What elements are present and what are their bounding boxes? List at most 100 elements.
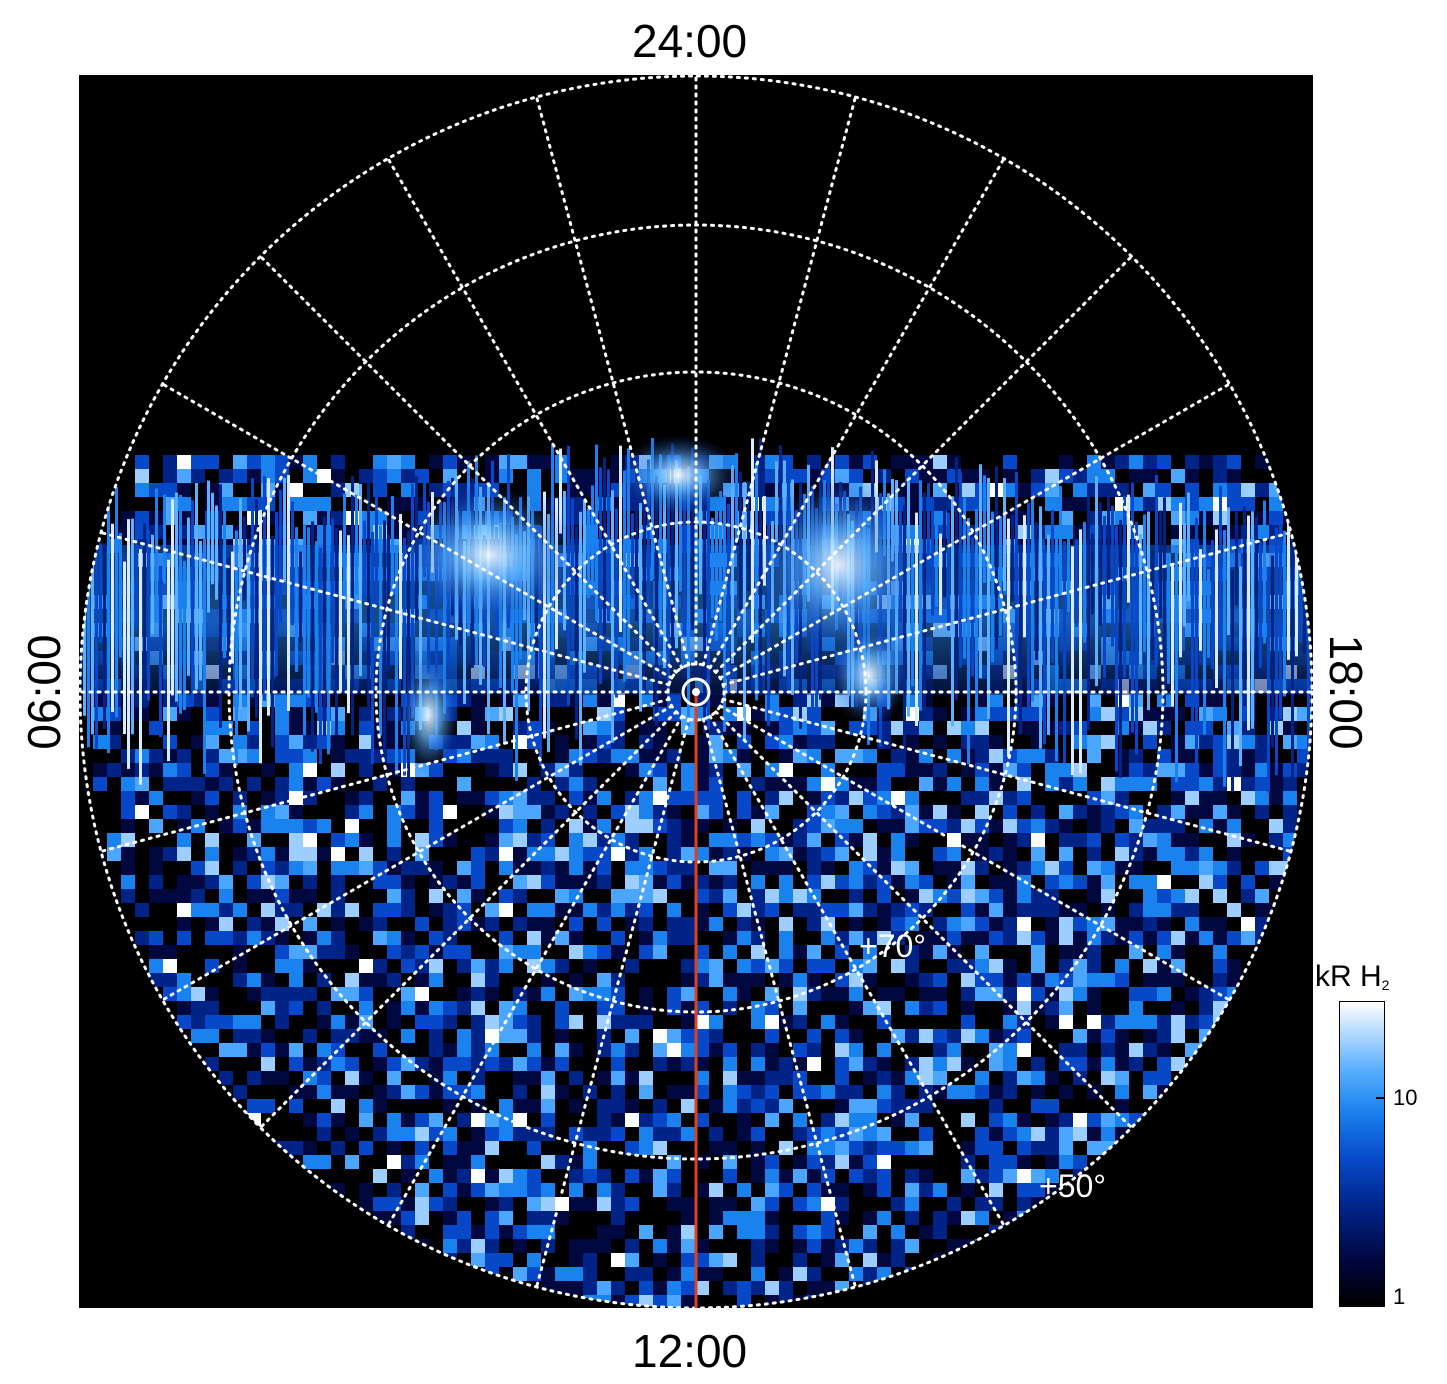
emission-pixel	[597, 1225, 611, 1239]
emission-pixel	[331, 455, 345, 469]
auroral-streak	[139, 549, 142, 785]
emission-pixel	[1031, 1141, 1045, 1155]
emission-pixel	[471, 1085, 485, 1099]
emission-pixel	[849, 1057, 863, 1071]
emission-pixel	[121, 861, 135, 875]
emission-pixel	[667, 1043, 681, 1057]
emission-pixel	[653, 861, 667, 875]
emission-pixel	[961, 889, 975, 903]
auroral-streak	[1143, 514, 1146, 652]
emission-pixel	[583, 833, 597, 847]
emission-pixel	[1241, 791, 1255, 805]
emission-pixel	[527, 861, 541, 875]
emission-pixel	[1087, 1001, 1101, 1015]
emission-pixel	[1241, 483, 1255, 497]
emission-pixel	[1073, 1057, 1087, 1071]
emission-pixel	[1003, 805, 1017, 819]
emission-pixel	[1269, 777, 1283, 791]
emission-pixel	[275, 735, 289, 749]
emission-pixel	[765, 1113, 779, 1127]
emission-pixel	[401, 861, 415, 875]
emission-pixel	[1059, 945, 1073, 959]
emission-pixel	[569, 819, 583, 833]
emission-pixel	[849, 819, 863, 833]
auroral-streak	[175, 492, 178, 702]
emission-pixel	[849, 875, 863, 889]
emission-pixel	[331, 511, 345, 525]
emission-pixel	[765, 1239, 779, 1253]
emission-pixel	[1199, 1001, 1213, 1015]
emission-pixel	[555, 1043, 569, 1057]
emission-pixel	[891, 833, 905, 847]
auroral-bright-patch	[399, 485, 579, 625]
emission-pixel	[191, 455, 205, 469]
emission-pixel	[1283, 777, 1297, 791]
emission-pixel	[345, 833, 359, 847]
emission-pixel	[1185, 987, 1199, 1001]
emission-pixel	[289, 819, 303, 833]
emission-pixel	[177, 889, 191, 903]
emission-pixel	[345, 1015, 359, 1029]
emission-pixel	[1241, 749, 1255, 763]
emission-pixel	[275, 1001, 289, 1015]
emission-pixel	[177, 833, 191, 847]
emission-pixel	[457, 861, 471, 875]
emission-pixel	[933, 1225, 947, 1239]
emission-pixel	[331, 903, 345, 917]
emission-pixel	[429, 791, 443, 805]
emission-pixel	[443, 1015, 457, 1029]
emission-pixel	[1255, 777, 1269, 791]
emission-pixel	[541, 805, 555, 819]
emission-pixel	[1017, 1113, 1031, 1127]
emission-pixel	[639, 903, 653, 917]
emission-pixel	[387, 945, 401, 959]
emission-pixel	[1059, 777, 1073, 791]
emission-pixel	[779, 749, 793, 763]
emission-pixel	[947, 889, 961, 903]
emission-pixel	[681, 1015, 695, 1029]
emission-pixel	[387, 1141, 401, 1155]
emission-pixel	[1045, 1127, 1059, 1141]
emission-pixel	[1115, 959, 1129, 973]
emission-pixel	[527, 1057, 541, 1071]
emission-pixel	[933, 861, 947, 875]
emission-pixel	[779, 945, 793, 959]
auroral-streak	[327, 506, 330, 755]
auroral-streak	[923, 492, 926, 715]
emission-pixel	[737, 1281, 751, 1295]
emission-pixel	[751, 777, 765, 791]
auroral-streak	[303, 524, 306, 736]
emission-pixel	[415, 1197, 429, 1211]
emission-pixel	[779, 777, 793, 791]
emission-pixel	[765, 1029, 779, 1043]
emission-pixel	[513, 1071, 527, 1085]
emission-pixel	[1171, 1001, 1185, 1015]
emission-pixel	[457, 1155, 471, 1169]
auroral-streak	[147, 530, 150, 701]
emission-pixel	[359, 805, 373, 819]
auroral-streak	[331, 518, 334, 663]
emission-pixel	[709, 805, 723, 819]
emission-pixel	[1031, 987, 1045, 1001]
emission-pixel	[387, 1183, 401, 1197]
emission-pixel	[527, 833, 541, 847]
emission-pixel	[667, 903, 681, 917]
emission-pixel	[989, 1155, 1003, 1169]
emission-pixel	[429, 1001, 443, 1015]
auroral-streak	[207, 480, 210, 613]
emission-pixel	[247, 917, 261, 931]
emission-pixel	[485, 1253, 499, 1267]
emission-pixel	[1101, 805, 1115, 819]
auroral-streak	[935, 522, 938, 607]
emission-pixel	[793, 1127, 807, 1141]
emission-pixel	[233, 1085, 247, 1099]
auroral-streak	[279, 489, 282, 623]
emission-pixel	[989, 749, 1003, 763]
emission-pixel	[1213, 959, 1227, 973]
emission-pixel	[569, 469, 583, 483]
emission-pixel	[961, 1001, 975, 1015]
emission-pixel	[1143, 1043, 1157, 1057]
emission-pixel	[1059, 917, 1073, 931]
emission-pixel	[415, 973, 429, 987]
emission-pixel	[345, 1085, 359, 1099]
